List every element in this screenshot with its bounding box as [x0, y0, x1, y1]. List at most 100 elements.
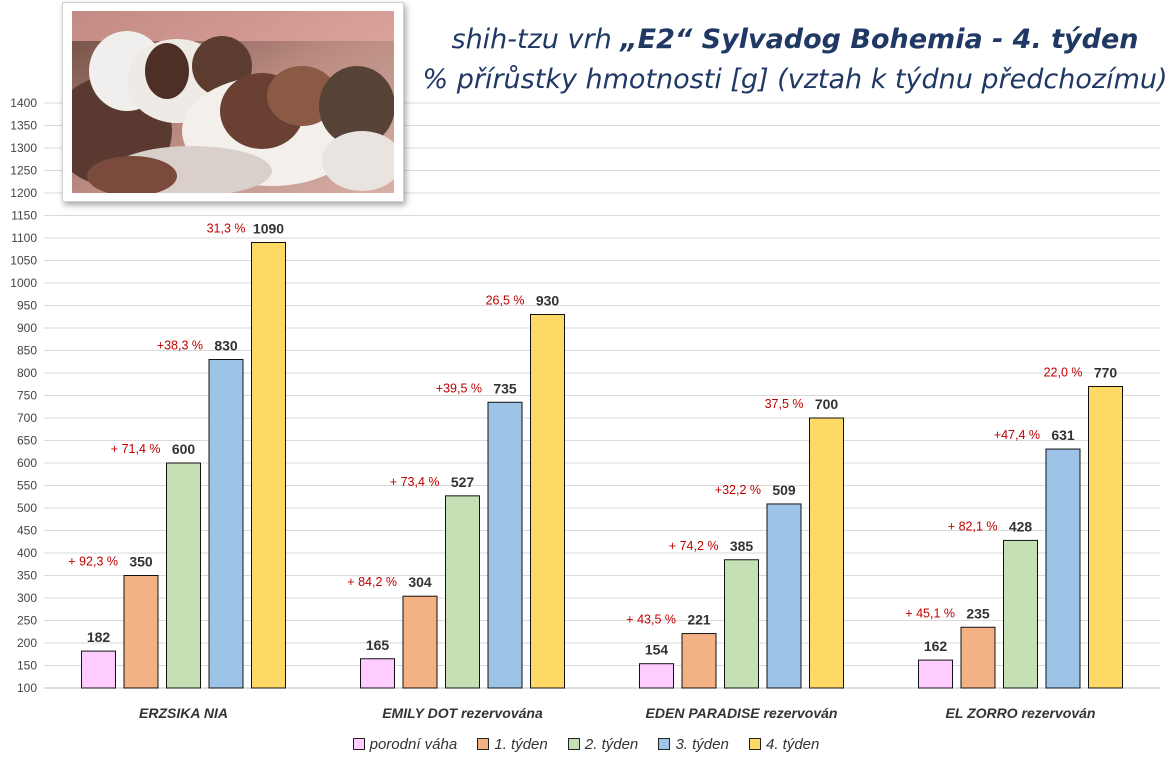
legend-swatch-t4: [749, 738, 761, 751]
bar-porodni: [639, 663, 674, 689]
bar-t1: [681, 633, 717, 689]
y-tick-label: 200: [17, 636, 37, 650]
y-tick-label: 1350: [10, 119, 37, 133]
value-label: 304: [408, 574, 432, 590]
bar-t1: [402, 595, 438, 689]
y-tick-label: 1150: [11, 209, 37, 223]
chart-subtitle: % přírůstky hmotnosti [g] (vztah k týdnu…: [422, 64, 1168, 95]
bar-t2: [724, 559, 759, 689]
value-label: 830: [214, 338, 238, 354]
y-tick-label: 400: [17, 546, 37, 560]
bar-t3: [208, 359, 244, 689]
percent-label: + 92,3 %: [68, 555, 118, 569]
y-tick-label: 1050: [10, 254, 37, 268]
bar-t2: [445, 495, 480, 689]
legend-item-t1: 1. týden: [477, 736, 548, 753]
y-tick-label: 250: [17, 614, 37, 628]
y-tick-label: 300: [17, 591, 37, 605]
value-label: 385: [730, 538, 754, 554]
bar-t3: [766, 503, 802, 689]
percent-label: 37,5 %: [765, 397, 804, 411]
value-label: 428: [1009, 518, 1033, 534]
value-label: 631: [1051, 427, 1075, 443]
percent-label: 26,5 %: [486, 294, 525, 308]
value-label: 527: [451, 474, 475, 490]
bar-porodni: [81, 650, 116, 689]
y-tick-label: 150: [17, 659, 37, 673]
legend-item-t2: 2. týden: [567, 736, 638, 753]
y-tick-label: 450: [17, 524, 37, 538]
y-tick-label: 950: [17, 299, 37, 313]
y-tick-label: 1200: [10, 186, 37, 200]
legend-swatch-porodni: [352, 738, 365, 751]
y-tick-label: 600: [17, 456, 37, 470]
percent-label: + 71,4 %: [111, 442, 161, 456]
value-label: 350: [129, 554, 153, 570]
value-label: 930: [536, 293, 560, 309]
y-tick-label: 700: [17, 411, 37, 425]
bar-t1: [123, 575, 159, 689]
value-label: 735: [493, 380, 517, 396]
bar-t4: [251, 242, 286, 689]
y-tick-label: 1400: [10, 96, 37, 110]
percent-label: 22,0 %: [1044, 366, 1083, 380]
value-label: 770: [1094, 365, 1118, 381]
legend-item-t4: 4. týden: [749, 736, 819, 753]
puppies-image: [72, 11, 394, 193]
y-tick-label: 1300: [10, 141, 37, 155]
percent-label: + 82,1 %: [948, 519, 998, 533]
percent-label: +38,3 %: [157, 339, 203, 353]
y-tick-label: 850: [17, 344, 37, 358]
legend-item-porodni: porodní váha: [352, 736, 457, 753]
y-tick-label: 350: [17, 569, 37, 583]
chart-title: shih-tzu vrh „E2“ Sylvadog Bohemia - 4. …: [451, 24, 1139, 55]
bar-t4: [1088, 386, 1123, 689]
y-tick-label: 800: [17, 366, 37, 380]
bar-t2: [166, 462, 201, 689]
legend-swatch-t3: [658, 738, 671, 751]
y-tick-label: 750: [17, 389, 37, 403]
y-tick-label: 1100: [11, 231, 37, 245]
bar-t2: [1003, 539, 1038, 689]
y-tick-label: 550: [17, 479, 37, 493]
y-tick-label: 900: [17, 321, 37, 335]
percent-label: +39,5 %: [436, 381, 482, 395]
value-label: 235: [966, 605, 990, 621]
value-label: 509: [772, 482, 796, 498]
legend-swatch-t2: [567, 738, 580, 751]
bar-t4: [809, 417, 844, 689]
bar-porodni: [360, 658, 395, 689]
value-label: 162: [924, 638, 948, 654]
bar-t3: [1045, 448, 1081, 689]
y-tick-label: 1000: [10, 276, 37, 290]
puppies-photo: [62, 2, 404, 202]
percent-label: +47,4 %: [994, 428, 1040, 442]
y-tick-label: 100: [17, 681, 37, 695]
value-label: 1090: [253, 221, 284, 237]
value-label: 600: [172, 441, 196, 457]
percent-label: + 84,2 %: [347, 575, 397, 589]
percent-label: 31,3 %: [207, 222, 246, 236]
value-label: 154: [645, 642, 669, 658]
y-tick-label: 500: [17, 501, 37, 515]
category-label: EL ZORRO rezervován: [946, 705, 1096, 721]
category-label: EDEN PARADISE rezervován: [646, 705, 838, 721]
value-label: 182: [87, 629, 111, 645]
percent-label: + 74,2 %: [669, 539, 719, 553]
value-label: 221: [687, 612, 711, 628]
bar-porodni: [918, 659, 953, 689]
bar-t3: [487, 401, 523, 689]
legend-swatch-t1: [477, 738, 490, 751]
y-tick-label: 650: [17, 434, 37, 448]
category-label: ERZSIKA NIA: [139, 705, 228, 721]
percent-label: + 45,1 %: [905, 606, 955, 620]
bar-t1: [960, 626, 996, 689]
percent-label: +32,2 %: [715, 483, 761, 497]
bar-t4: [530, 314, 565, 689]
legend: porodní váha 1. týden 2. týden 3. týden …: [0, 736, 1172, 753]
value-label: 700: [815, 396, 839, 412]
percent-label: + 73,4 %: [390, 475, 440, 489]
category-label: EMILY DOT rezervována: [382, 705, 543, 721]
y-tick-label: 1250: [10, 164, 37, 178]
